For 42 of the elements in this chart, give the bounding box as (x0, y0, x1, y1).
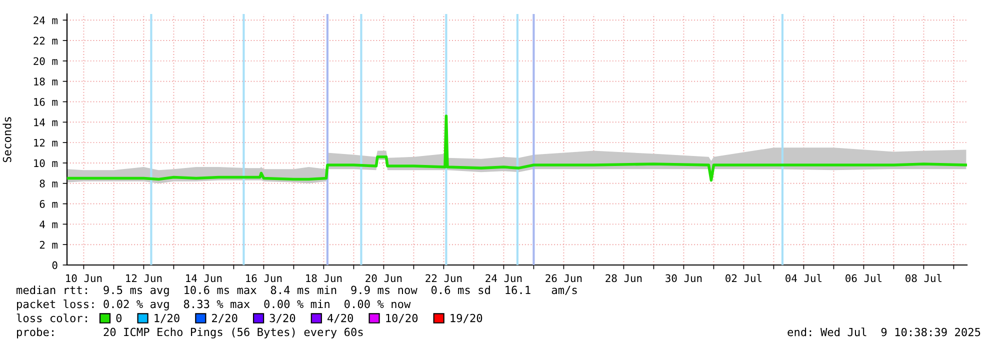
legend-label: 4/20 (328, 314, 353, 324)
y-tick-label: 4 m (40, 220, 58, 228)
x-tick-label: 16 Jun (246, 274, 282, 282)
y-axis-title: Seconds (2, 117, 12, 162)
x-tick-label: 02 Jul (726, 274, 762, 282)
line-series (67, 114, 967, 182)
text: median rtt: 9.5 ms avg 10.6 ms max 8.4 ms min 9.9 ms now 0.6 ms sd 16.1 am/s (16, 286, 577, 296)
x-tick-label: 14 Jun (186, 274, 222, 282)
legend-label: 1/20 (154, 314, 180, 324)
x-tick-label: 12 Jun (126, 274, 162, 282)
legend-label: 2/20 (212, 314, 238, 324)
x-tick-label: 06 Jul (846, 274, 882, 282)
text: packet loss: 0.02 % avg 8.33 % max 0.00 % min 0.00 % now (17, 300, 411, 310)
y-tick-label: 22 m (34, 36, 58, 45)
x-tick-label: 28 Jun (606, 274, 642, 282)
legend-label: 19/20 (450, 314, 482, 324)
y-tick-label: 14 m (34, 118, 58, 126)
x-tick-label: 20 Jun (366, 274, 402, 282)
y-tick-label: 16 m (34, 98, 58, 106)
y-tick-label: 18 m (34, 78, 58, 86)
y-tick-label: 10 m (34, 159, 58, 168)
legend-label: 0 (116, 314, 122, 322)
x-tick-label: 24 Jun (486, 274, 522, 282)
y-tick-label: 20 m (34, 57, 58, 66)
x-tick-label: 08 Jul (906, 274, 942, 282)
y-tick-label: 6 m (40, 200, 58, 208)
x-tick-label: 22 Jun (426, 274, 462, 282)
x-tick-label: 10 Jun (66, 274, 102, 282)
y-tick-label: 2 m (40, 240, 58, 249)
legend-title: loss color: (16, 314, 87, 322)
y-tick-label: 12 m (34, 138, 58, 147)
x-tick-label: 30 Jun (666, 274, 702, 282)
x-tick-label: 18 Jun (306, 274, 342, 282)
y-tick-label: 24 m (34, 16, 58, 24)
legend-label: 10/20 (386, 314, 418, 324)
text: probe: 20 ICMP Echo Pings (56 Bytes) every 60s (17, 328, 363, 338)
x-tick-label: 26 Jun (546, 274, 582, 282)
legend-label: 3/20 (270, 314, 296, 324)
x-tick-label: 04 Jul (786, 274, 822, 282)
y-tick-label: 8 m (40, 180, 58, 188)
y-tick-label: 0 (52, 261, 58, 270)
text: end: Wed Jul 9 10:38:39 2025 (788, 328, 980, 336)
